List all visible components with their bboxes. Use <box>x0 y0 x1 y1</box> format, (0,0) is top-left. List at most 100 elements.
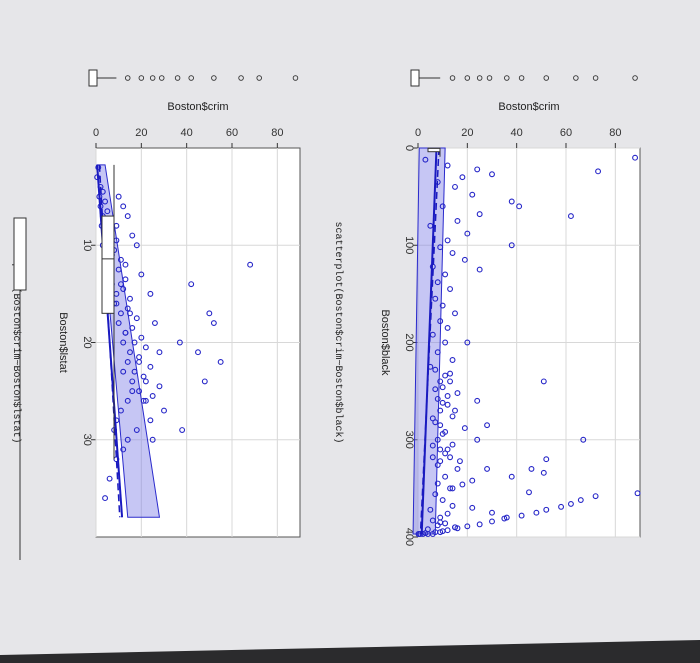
data-point <box>432 386 439 393</box>
data-point <box>124 436 131 443</box>
data-point <box>439 399 446 406</box>
data-point <box>540 378 547 385</box>
data-point <box>489 518 495 525</box>
data-point <box>147 290 154 297</box>
data-point <box>580 436 587 443</box>
x-tick-label: 30 <box>81 434 93 446</box>
chart-title: scatterplot(Boston$crim~Boston$black) <box>332 221 344 443</box>
strip-box <box>13 217 27 291</box>
marginal-x-box <box>101 215 115 314</box>
y-tick-label: 60 <box>226 127 238 139</box>
data-point <box>447 485 454 492</box>
data-point <box>437 378 444 385</box>
data-point <box>210 320 217 326</box>
data-point <box>127 295 133 302</box>
x-tick-label: 400 <box>403 528 415 546</box>
data-point <box>432 295 439 302</box>
data-point <box>120 368 127 375</box>
x-tick-label: 100 <box>403 236 415 254</box>
data-point <box>437 407 444 414</box>
data-point <box>102 495 109 502</box>
data-point <box>176 339 183 346</box>
data-point <box>577 497 584 503</box>
data-point <box>454 465 461 472</box>
data-point <box>489 171 495 178</box>
data-point <box>444 527 451 534</box>
data-point <box>476 211 483 218</box>
data-point <box>131 339 138 346</box>
data-point <box>464 339 471 346</box>
data-point <box>434 349 441 356</box>
data-point <box>138 271 145 278</box>
data-point <box>449 441 456 448</box>
data-point <box>459 174 466 181</box>
data-point <box>122 261 129 268</box>
marginal-outlier <box>476 75 483 81</box>
data-point <box>124 213 131 220</box>
data-point <box>120 203 127 210</box>
data-point <box>439 302 446 309</box>
data-point <box>454 217 461 224</box>
y-tick-label: 60 <box>560 127 572 139</box>
data-point <box>452 310 458 317</box>
data-point <box>508 198 515 205</box>
data-point <box>129 388 136 395</box>
y-axis-label: Boston$crim <box>167 101 228 113</box>
data-point <box>461 425 468 432</box>
data-point <box>558 503 565 510</box>
data-point <box>149 436 156 443</box>
data-point <box>503 514 510 521</box>
data-point <box>138 334 145 341</box>
x-axis-label: Boston$black <box>379 309 391 376</box>
data-point <box>432 366 439 373</box>
data-point <box>444 324 451 331</box>
data-point <box>469 477 476 484</box>
data-point <box>102 198 109 205</box>
data-point <box>117 407 124 414</box>
data-point <box>469 191 476 198</box>
marginal-outlier <box>518 75 525 81</box>
data-point <box>533 509 540 516</box>
data-point <box>442 271 449 278</box>
data-point <box>136 359 143 365</box>
marginal-outlier <box>256 75 262 81</box>
marginal-outlier <box>632 75 638 81</box>
smoother-line <box>419 147 440 535</box>
data-point <box>449 502 456 509</box>
data-point <box>528 465 535 472</box>
data-point <box>526 489 532 496</box>
marginal-outlier <box>464 75 471 81</box>
data-point <box>140 397 147 404</box>
data-point <box>129 232 136 239</box>
data-point <box>434 279 441 286</box>
data-point <box>151 320 158 326</box>
y-tick-label: 20 <box>135 127 147 139</box>
data-point <box>429 531 436 537</box>
data-point <box>149 393 156 399</box>
data-point <box>156 383 163 390</box>
data-point <box>464 523 471 530</box>
data-point <box>104 208 111 215</box>
data-point <box>449 485 456 492</box>
data-point <box>429 517 436 524</box>
data-point <box>449 357 456 363</box>
data-point <box>429 331 436 338</box>
data-point <box>459 481 466 488</box>
data-point <box>439 384 446 391</box>
data-point <box>484 465 491 472</box>
data-point <box>447 286 454 292</box>
marginal-outlier <box>292 75 299 81</box>
data-point <box>115 193 122 200</box>
data-point <box>432 491 439 498</box>
data-point <box>201 378 208 385</box>
data-point <box>454 390 461 397</box>
data-point <box>115 320 122 326</box>
data-point <box>437 318 444 325</box>
data-point <box>447 454 454 461</box>
data-point <box>447 370 454 377</box>
data-point <box>452 407 458 414</box>
data-point <box>489 509 495 516</box>
